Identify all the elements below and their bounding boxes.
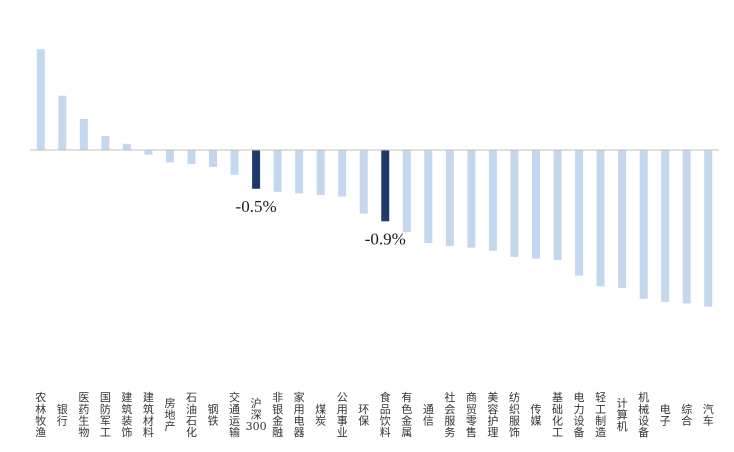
bar-13 (295, 150, 304, 194)
bar-18 (402, 150, 411, 233)
category-label-32: 汽车 (703, 402, 714, 428)
bar-29 (639, 150, 648, 299)
bar-7 (165, 150, 174, 163)
category-label-9: 钢铁 (208, 403, 219, 428)
bar-19 (424, 150, 433, 243)
bar-4 (101, 136, 110, 150)
category-label-25: 基础化工 (552, 391, 563, 439)
bar-28 (618, 150, 627, 288)
bar-30 (661, 150, 670, 302)
category-label-1: 农林牧渔 (35, 390, 46, 439)
category-label-21: 商贸零售 (466, 390, 477, 439)
category-label-6: 建筑材料 (143, 390, 154, 439)
bar-10 (230, 150, 239, 175)
bar-14 (316, 150, 325, 195)
category-label-27: 轻工制造 (595, 390, 606, 439)
bar-6 (144, 150, 153, 155)
bar-25 (553, 150, 562, 261)
category-label-20: 社会服务 (444, 390, 455, 439)
category-label-28: 计算机 (617, 397, 628, 433)
category-label-5: 建筑装饰 (121, 390, 132, 439)
category-label-22: 美容护理 (487, 391, 498, 439)
category-label-2: 银行 (57, 402, 68, 428)
bar-12 (273, 150, 282, 192)
category-label-24: 传媒 (530, 403, 541, 428)
category-label-26: 电力设备 (574, 391, 585, 439)
category-label-19: 通信 (423, 403, 434, 428)
category-label-31: 综合 (681, 402, 692, 428)
category-label-3: 医药生物 (78, 391, 89, 439)
category-label-13: 家用电器 (294, 390, 305, 439)
category-label-4: 国防军工 (100, 391, 111, 439)
category-label-11: 沪深 300 (246, 396, 267, 433)
bar-3 (79, 119, 88, 150)
category-label-12: 非银金融 (272, 391, 283, 439)
annotations-group: -0.5% -0.9% (236, 197, 406, 249)
category-label-10: 交通运输 (229, 390, 240, 439)
bar-20 (445, 150, 454, 247)
bar-27 (596, 150, 605, 287)
bar-17 (381, 150, 390, 222)
bar-16 (359, 150, 368, 214)
bar-2 (58, 95, 67, 150)
bar-32 (704, 150, 713, 307)
bar-31 (682, 150, 691, 304)
category-label-15: 公用事业 (337, 391, 348, 439)
bar-22 (488, 150, 497, 251)
category-label-16: 环保 (358, 403, 369, 428)
category-label-18: 有色金属 (401, 390, 412, 439)
category-label-8: 石油石化 (186, 391, 197, 439)
category-label-30: 电子 (660, 403, 671, 428)
bar-9 (209, 150, 218, 168)
bar-24 (531, 150, 540, 259)
bar-23 (510, 150, 519, 257)
bar-11 (252, 150, 261, 189)
bar-21 (467, 150, 476, 248)
bar-5 (122, 143, 131, 150)
category-label-17: 食品饮料 (380, 390, 391, 439)
bar-15 (338, 150, 347, 197)
bars-group (36, 49, 713, 307)
category-label-14: 煤炭 (315, 403, 326, 428)
annotation-label-2: -0.9% (365, 229, 406, 248)
bar-8 (187, 150, 196, 164)
annotation-label-1: -0.5% (236, 197, 277, 216)
category-label-23: 纺织服饰 (509, 390, 520, 439)
category-label-7: 房地产 (164, 397, 175, 433)
bar-1 (36, 49, 45, 150)
category-label-29: 机械设备 (638, 390, 649, 439)
bar-26 (575, 150, 584, 276)
